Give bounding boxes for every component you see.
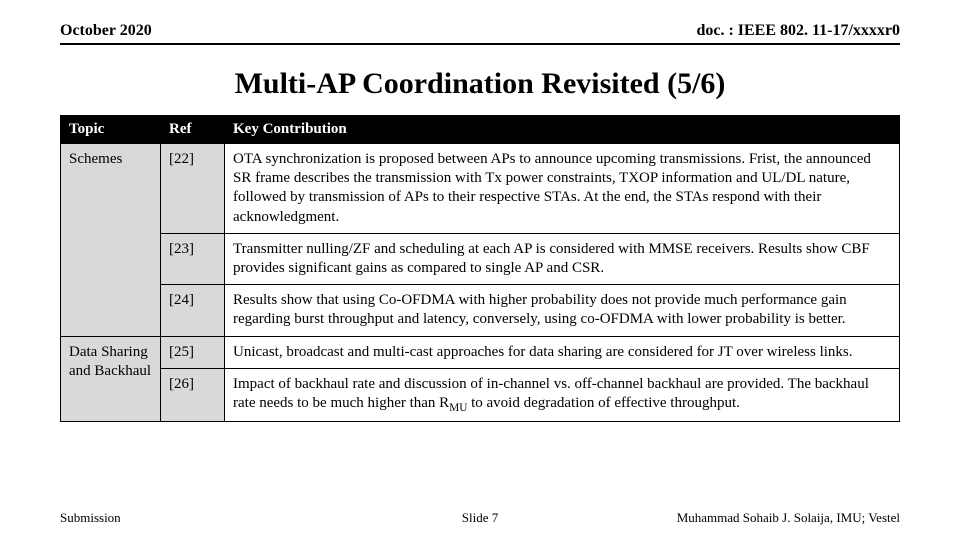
table-body: Schemes[22]OTA synchronization is propos… — [61, 144, 900, 422]
header-date: October 2020 — [60, 22, 152, 40]
ref-cell: [22] — [161, 144, 225, 234]
ref-cell: [26] — [161, 368, 225, 422]
ref-cell: [25] — [161, 336, 225, 368]
key-contribution-cell: Transmitter nulling/ZF and scheduling at… — [225, 233, 900, 284]
topic-cell: Data Sharing and Backhaul — [61, 336, 161, 422]
footer-right: Muhammad Sohaib J. Solaija, IMU; Vestel — [677, 510, 900, 526]
page-title: Multi-AP Coordination Revisited (5/6) — [60, 67, 900, 101]
key-contribution-cell: OTA synchronization is proposed between … — [225, 144, 900, 234]
col-header-ref: Ref — [161, 116, 225, 144]
doc-footer: Submission Slide 7 Muhammad Sohaib J. So… — [60, 510, 900, 526]
key-contribution-cell: Impact of backhaul rate and discussion o… — [225, 368, 900, 422]
table-row: [24]Results show that using Co-OFDMA wit… — [61, 285, 900, 336]
doc-header: October 2020 doc. : IEEE 802. 11-17/xxxx… — [60, 22, 900, 45]
table-header-row: Topic Ref Key Contribution — [61, 116, 900, 144]
table-row: Data Sharing and Backhaul[25]Unicast, br… — [61, 336, 900, 368]
contribution-table: Topic Ref Key Contribution Schemes[22]OT… — [60, 115, 900, 422]
col-header-topic: Topic — [61, 116, 161, 144]
table-row: [26]Impact of backhaul rate and discussi… — [61, 368, 900, 422]
key-contribution-cell: Unicast, broadcast and multi-cast approa… — [225, 336, 900, 368]
ref-cell: [23] — [161, 233, 225, 284]
col-header-key: Key Contribution — [225, 116, 900, 144]
footer-center: Slide 7 — [462, 510, 498, 526]
table-row: Schemes[22]OTA synchronization is propos… — [61, 144, 900, 234]
table-row: [23]Transmitter nulling/ZF and schedulin… — [61, 233, 900, 284]
header-docnum: doc. : IEEE 802. 11-17/xxxxr0 — [696, 22, 900, 40]
ref-cell: [24] — [161, 285, 225, 336]
topic-cell: Schemes — [61, 144, 161, 337]
footer-left: Submission — [60, 510, 121, 526]
key-contribution-cell: Results show that using Co-OFDMA with hi… — [225, 285, 900, 336]
